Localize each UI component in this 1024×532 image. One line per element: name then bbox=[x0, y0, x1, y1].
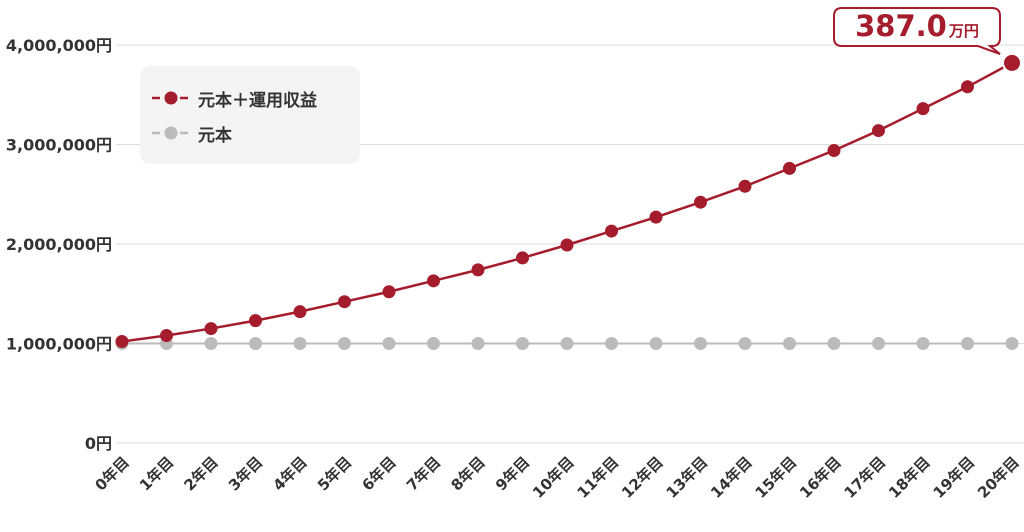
data-point-total bbox=[471, 263, 485, 277]
data-point-total bbox=[916, 102, 930, 116]
data-point-principal bbox=[783, 337, 796, 350]
data-point-principal bbox=[560, 337, 574, 350]
data-point-total bbox=[338, 295, 351, 309]
data-point-principal bbox=[827, 337, 841, 350]
x-tick-label: 19年目 bbox=[930, 453, 979, 502]
legend: 元本＋運用収益 元本 bbox=[140, 66, 360, 164]
data-point-principal bbox=[382, 337, 396, 350]
legend-item-principal: 元本 bbox=[152, 121, 232, 146]
data-point-total bbox=[649, 210, 663, 224]
data-point-total bbox=[961, 80, 974, 94]
x-tick-label: 17年目 bbox=[841, 453, 890, 502]
data-point-principal bbox=[338, 337, 351, 350]
data-point-principal bbox=[1005, 337, 1019, 350]
x-tick-label: 5年目 bbox=[314, 453, 355, 494]
data-point-principal bbox=[427, 337, 440, 350]
callout-unit: 万円 bbox=[948, 21, 979, 40]
x-tick-label: 15年目 bbox=[752, 453, 801, 502]
data-point-total bbox=[160, 329, 173, 343]
y-tick-label: 3,000,000円 bbox=[6, 136, 112, 155]
data-point-principal bbox=[649, 337, 663, 350]
legend-label-principal: 元本 bbox=[198, 125, 232, 146]
data-point-principal bbox=[249, 337, 262, 350]
x-tick-label: 2年目 bbox=[181, 453, 222, 494]
x-tick-label: 12年目 bbox=[618, 453, 667, 502]
legend-label-total: 元本＋運用収益 bbox=[198, 90, 317, 111]
data-points bbox=[115, 52, 1022, 350]
data-point-principal bbox=[694, 337, 707, 350]
data-point-total bbox=[293, 305, 307, 319]
legend-item-total: 元本＋運用収益 bbox=[152, 86, 317, 111]
y-tick-label: 4,000,000円 bbox=[6, 36, 112, 55]
data-point-total bbox=[605, 224, 618, 238]
y-axis-tick-labels: 0円 1,000,000円 2,000,000円 3,000,000円 4,000,00… bbox=[6, 36, 112, 453]
data-point-total bbox=[204, 322, 218, 336]
x-tick-label: 6年目 bbox=[359, 453, 400, 494]
y-tick-label: 0円 bbox=[85, 434, 112, 453]
data-point-total bbox=[872, 124, 885, 138]
data-point-principal bbox=[872, 337, 885, 350]
x-axis-tick-labels: 0年目 1年目 2年目 3年目 4年目 5年目 6年目 7年目 8年目 9年目10年目11年目12… bbox=[92, 453, 1023, 502]
data-point-total bbox=[783, 161, 796, 175]
data-point-principal bbox=[204, 337, 218, 350]
data-point-total bbox=[827, 143, 841, 157]
data-point-total bbox=[1002, 52, 1022, 73]
x-tick-label: 0年目 bbox=[92, 453, 133, 494]
data-point-total bbox=[694, 195, 707, 209]
x-tick-label: 8年目 bbox=[448, 453, 489, 494]
x-tick-label: 20年目 bbox=[974, 453, 1023, 502]
legend-swatch-principal bbox=[152, 123, 190, 143]
data-point-principal bbox=[605, 337, 618, 350]
x-tick-label: 10年目 bbox=[529, 453, 578, 502]
data-point-total bbox=[249, 314, 262, 328]
x-tick-label: 18年目 bbox=[885, 453, 934, 502]
x-tick-label: 9年目 bbox=[492, 453, 533, 494]
x-tick-label: 11年目 bbox=[574, 453, 623, 502]
legend-swatch-total bbox=[152, 88, 190, 108]
data-point-principal bbox=[516, 337, 529, 350]
callout-value: 387.0 bbox=[855, 9, 947, 43]
x-tick-label: 13年目 bbox=[663, 453, 712, 502]
data-point-principal bbox=[738, 337, 752, 350]
x-tick-label: 3年目 bbox=[225, 453, 266, 494]
data-point-total bbox=[427, 274, 440, 288]
y-tick-label: 1,000,000円 bbox=[6, 335, 112, 354]
data-point-principal bbox=[293, 337, 307, 350]
x-tick-label: 14年目 bbox=[707, 453, 756, 502]
x-tick-label: 7年目 bbox=[403, 453, 444, 494]
y-tick-label: 2,000,000円 bbox=[6, 235, 112, 254]
final-value-callout: 387.0 万円 bbox=[834, 4, 1000, 48]
x-tick-label: 4年目 bbox=[270, 453, 311, 494]
data-point-principal bbox=[471, 337, 485, 350]
x-tick-label: 1年目 bbox=[136, 453, 177, 494]
x-tick-label: 16年目 bbox=[796, 453, 845, 502]
callout-text: 387.0 万円 bbox=[834, 4, 1000, 48]
data-point-principal bbox=[961, 337, 974, 350]
data-point-total bbox=[516, 251, 529, 265]
data-point-total bbox=[560, 238, 574, 252]
data-point-principal bbox=[916, 337, 930, 350]
data-point-total bbox=[115, 335, 129, 349]
data-point-total bbox=[738, 179, 752, 193]
callout-bubble bbox=[833, 7, 1001, 55]
data-point-total bbox=[382, 285, 396, 299]
